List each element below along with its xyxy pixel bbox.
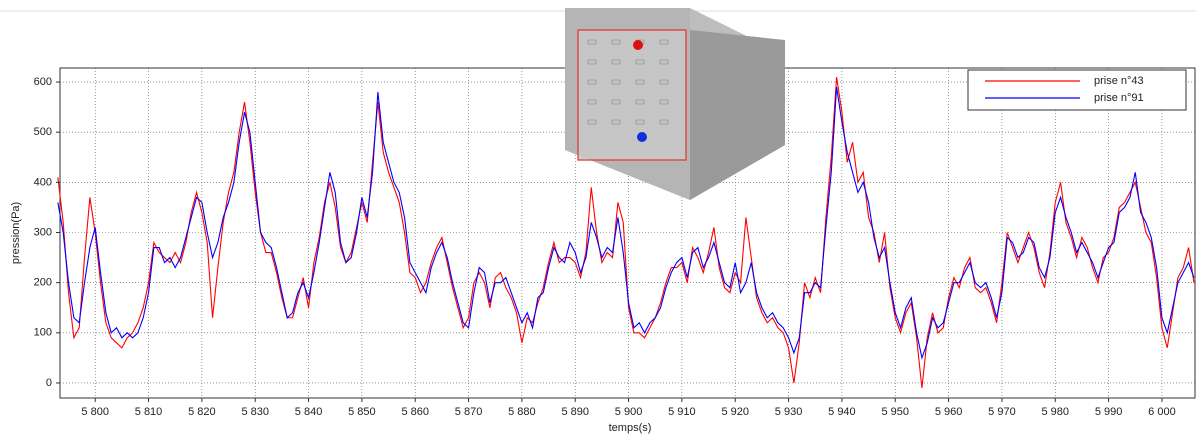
x-tick-label: 5 870 xyxy=(455,406,483,418)
inset-illustration xyxy=(565,8,785,200)
x-tick-label: 5 850 xyxy=(348,406,376,418)
x-tick-label: 5 920 xyxy=(721,406,749,418)
x-tick-label: 5 900 xyxy=(615,406,643,418)
x-tick-label: 5 840 xyxy=(295,406,323,418)
y-tick-label: 400 xyxy=(34,176,52,188)
x-tick-label: 5 880 xyxy=(508,406,536,418)
x-tick-label: 5 970 xyxy=(988,406,1016,418)
y-tick-label: 100 xyxy=(34,327,52,339)
y-tick-label: 0 xyxy=(46,377,52,389)
x-tick-label: 5 800 xyxy=(81,406,109,418)
x-tick-label: 5 960 xyxy=(935,406,963,418)
x-tick-label: 5 810 xyxy=(135,406,163,418)
x-tick-label: 5 820 xyxy=(188,406,216,418)
legend-label: prise n°91 xyxy=(1094,92,1144,104)
x-tick-label: 5 950 xyxy=(881,406,909,418)
x-tick-label: 6 000 xyxy=(1148,406,1176,418)
y-tick-label: 200 xyxy=(34,277,52,289)
lines xyxy=(57,76,1195,389)
y-axis-label: pression(Pa) xyxy=(10,202,22,264)
x-tick-label: 5 890 xyxy=(561,406,589,418)
x-tick-label: 5 910 xyxy=(668,406,696,418)
x-tick-label: 5 940 xyxy=(828,406,856,418)
legend-label: prise n°43 xyxy=(1094,75,1144,87)
x-axis-label: temps(s) xyxy=(609,422,652,434)
legend-box xyxy=(967,69,1187,111)
y-tick-label: 500 xyxy=(34,126,52,138)
x-tick-label: 5 930 xyxy=(775,406,803,418)
y-tick-label: 600 xyxy=(34,76,52,88)
x-tick-label: 5 860 xyxy=(401,406,429,418)
x-tick-label: 5 990 xyxy=(1095,406,1123,418)
x-tick-label: 5 830 xyxy=(241,406,269,418)
legend: prise n°43 prise n°91 xyxy=(967,69,1187,111)
x-tick-label: 5 980 xyxy=(1041,406,1069,418)
series-line xyxy=(57,86,1195,360)
y-tick-label: 300 xyxy=(34,226,52,238)
